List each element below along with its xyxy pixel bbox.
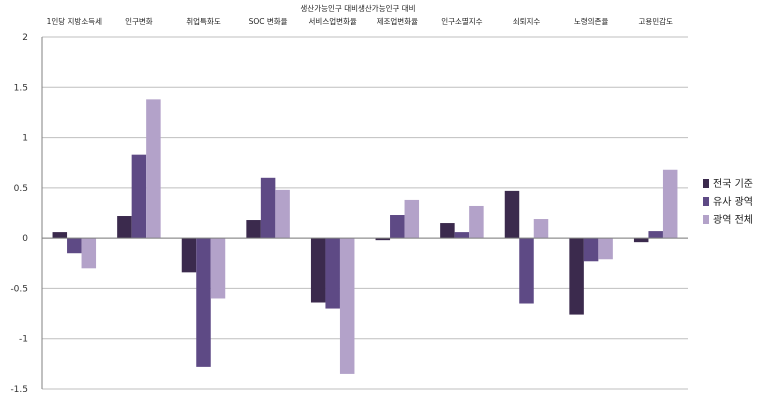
y-tick-label: 1.5 xyxy=(14,83,28,93)
category-label: 고용민감도 xyxy=(638,16,673,26)
bar xyxy=(533,219,549,239)
category-label: 서비스업변화율 xyxy=(309,17,357,26)
top-annotation: 생산가능인구 대비생산가능인구 대비 xyxy=(300,3,415,13)
bar xyxy=(117,216,132,239)
y-tick-label: -1 xyxy=(19,335,28,345)
y-tick-label: 0.5 xyxy=(14,184,28,194)
bar xyxy=(504,190,520,239)
y-tick-label: 2 xyxy=(22,33,28,43)
category-label: 취업특화도 xyxy=(186,17,221,26)
bar xyxy=(583,238,599,262)
category-label: 쇠퇴지수 xyxy=(513,17,541,26)
bar xyxy=(52,232,68,239)
bar xyxy=(633,238,649,243)
category-label: 제조업변화율 xyxy=(377,17,418,26)
bar xyxy=(310,238,326,303)
bar xyxy=(375,238,391,241)
y-tick-label: -1.5 xyxy=(10,385,28,393)
bar xyxy=(81,238,97,269)
bar xyxy=(325,238,340,309)
bar xyxy=(648,231,663,239)
bar xyxy=(662,169,678,239)
bar xyxy=(440,223,455,239)
bar xyxy=(390,215,405,239)
y-axis-ticks: -1.5 -1 -0.5 0 0.5 1 1.5 2 xyxy=(10,33,28,393)
bars xyxy=(42,99,688,374)
legend-swatch xyxy=(703,197,709,206)
bar xyxy=(275,189,290,239)
category-labels: 1인당 지방소득세 인구변화 취업특화도 SOC 변화율 서비스업변화율 제조업변화율 인구… xyxy=(47,16,673,26)
legend-label: 전국 기준 xyxy=(713,178,753,190)
bar xyxy=(454,232,470,239)
legend-swatch xyxy=(703,179,709,188)
bar xyxy=(598,238,613,260)
bar xyxy=(131,154,147,239)
legend-label: 광역 전체 xyxy=(713,214,753,226)
bar xyxy=(569,238,584,315)
category-label: SOC 변화율 xyxy=(249,17,288,26)
bar xyxy=(210,238,226,299)
bar xyxy=(404,199,420,239)
category-label: 1인당 지방소득세 xyxy=(47,16,103,26)
bar xyxy=(146,99,161,239)
bar xyxy=(67,238,82,254)
legend-label: 유사 광역 xyxy=(713,196,753,208)
bar xyxy=(181,238,197,273)
bar xyxy=(246,220,261,239)
y-tick-label: -0.5 xyxy=(10,284,28,294)
bar xyxy=(519,238,534,304)
category-label: 인구소멸지수 xyxy=(441,16,482,26)
bar xyxy=(339,238,355,374)
legend-swatch xyxy=(703,215,709,224)
bar xyxy=(469,205,484,239)
bar xyxy=(196,238,211,367)
y-tick-label: 1 xyxy=(22,134,28,144)
bar xyxy=(260,177,276,239)
y-tick-label: 0 xyxy=(22,234,28,244)
category-label: 노령의존율 xyxy=(574,16,609,26)
category-label: 인구변화 xyxy=(125,16,153,26)
